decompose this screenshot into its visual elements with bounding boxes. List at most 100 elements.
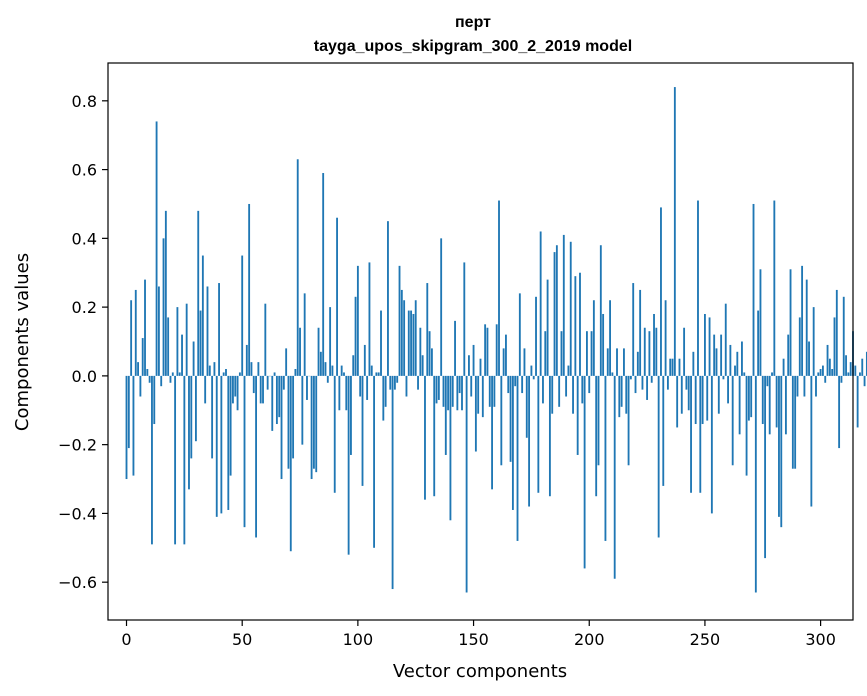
bar bbox=[403, 300, 406, 376]
bar bbox=[430, 348, 433, 376]
bar bbox=[581, 375, 584, 404]
bar bbox=[183, 375, 186, 545]
bar bbox=[232, 375, 234, 404]
bar bbox=[629, 375, 632, 380]
bar bbox=[796, 375, 799, 397]
x-tick-label: 300 bbox=[805, 630, 836, 649]
bar bbox=[144, 279, 146, 376]
bar bbox=[782, 358, 785, 376]
bar bbox=[426, 283, 429, 376]
bar bbox=[646, 375, 649, 400]
bar bbox=[368, 262, 371, 376]
bar bbox=[410, 310, 413, 376]
bar bbox=[380, 310, 382, 376]
bar bbox=[412, 313, 415, 376]
bar bbox=[252, 375, 255, 394]
bar bbox=[220, 375, 223, 514]
bar bbox=[616, 348, 618, 376]
bar bbox=[680, 375, 683, 414]
bar bbox=[447, 375, 450, 411]
bar bbox=[650, 375, 653, 383]
bar bbox=[539, 231, 542, 376]
bar bbox=[157, 286, 160, 376]
y-tick-label: 0.4 bbox=[72, 229, 97, 248]
bar bbox=[856, 375, 859, 428]
bar bbox=[266, 375, 269, 390]
bar bbox=[602, 313, 605, 376]
bar bbox=[393, 375, 396, 390]
bar bbox=[375, 372, 378, 376]
bar bbox=[808, 341, 810, 376]
bar bbox=[329, 307, 332, 376]
bar bbox=[285, 348, 288, 376]
bar bbox=[296, 159, 299, 376]
bar bbox=[461, 375, 463, 411]
bar bbox=[331, 365, 334, 376]
bar bbox=[694, 375, 697, 425]
bar bbox=[282, 375, 285, 390]
bar bbox=[530, 365, 533, 376]
bar bbox=[697, 200, 699, 376]
bar bbox=[324, 362, 327, 376]
bar bbox=[523, 348, 526, 376]
x-tick-label: 250 bbox=[690, 630, 721, 649]
y-tick-label: 0.2 bbox=[72, 298, 97, 317]
bar bbox=[488, 375, 491, 407]
bar bbox=[710, 375, 713, 514]
bar bbox=[715, 348, 718, 376]
bar bbox=[333, 375, 336, 493]
bar bbox=[690, 375, 692, 493]
bar bbox=[634, 375, 637, 394]
bar bbox=[757, 310, 760, 376]
bar bbox=[181, 334, 183, 376]
bar bbox=[555, 245, 558, 376]
y-tick-label: −0.2 bbox=[58, 436, 97, 455]
bar bbox=[653, 313, 655, 376]
x-axis-label: Vector components bbox=[393, 661, 567, 682]
bar bbox=[812, 307, 815, 376]
bar bbox=[655, 327, 658, 376]
bar bbox=[838, 375, 841, 449]
bar bbox=[759, 269, 762, 376]
bar bbox=[248, 203, 251, 376]
bar bbox=[201, 255, 204, 376]
bar bbox=[454, 320, 456, 376]
x-tick-label: 50 bbox=[232, 630, 252, 649]
bar bbox=[363, 344, 366, 376]
bar bbox=[306, 375, 308, 400]
bar bbox=[609, 300, 611, 376]
bar bbox=[340, 365, 343, 376]
bar bbox=[178, 372, 181, 376]
bar bbox=[352, 355, 355, 376]
bar bbox=[303, 293, 306, 376]
bar bbox=[794, 375, 797, 469]
bar bbox=[724, 303, 727, 376]
bar bbox=[498, 200, 500, 376]
bar bbox=[761, 375, 764, 425]
bar bbox=[167, 317, 170, 376]
bar bbox=[842, 296, 845, 376]
bar bbox=[627, 375, 630, 466]
bar bbox=[671, 358, 674, 376]
bar bbox=[673, 87, 676, 376]
bars-group bbox=[125, 87, 867, 593]
bar bbox=[398, 265, 401, 376]
bar bbox=[833, 317, 836, 376]
bar bbox=[778, 375, 780, 517]
bar bbox=[780, 375, 783, 528]
bar bbox=[775, 375, 778, 428]
bar bbox=[641, 375, 644, 390]
bar bbox=[243, 375, 246, 528]
bar bbox=[382, 375, 385, 421]
bar bbox=[789, 269, 792, 376]
bar bbox=[468, 355, 470, 376]
bar bbox=[511, 375, 514, 510]
y-axis-label: Components values bbox=[12, 253, 33, 431]
bar bbox=[238, 372, 241, 376]
bar bbox=[271, 375, 274, 431]
bar bbox=[537, 375, 540, 493]
bar bbox=[301, 375, 304, 445]
bar bbox=[151, 375, 153, 545]
bar bbox=[586, 331, 588, 376]
bar bbox=[280, 375, 283, 480]
